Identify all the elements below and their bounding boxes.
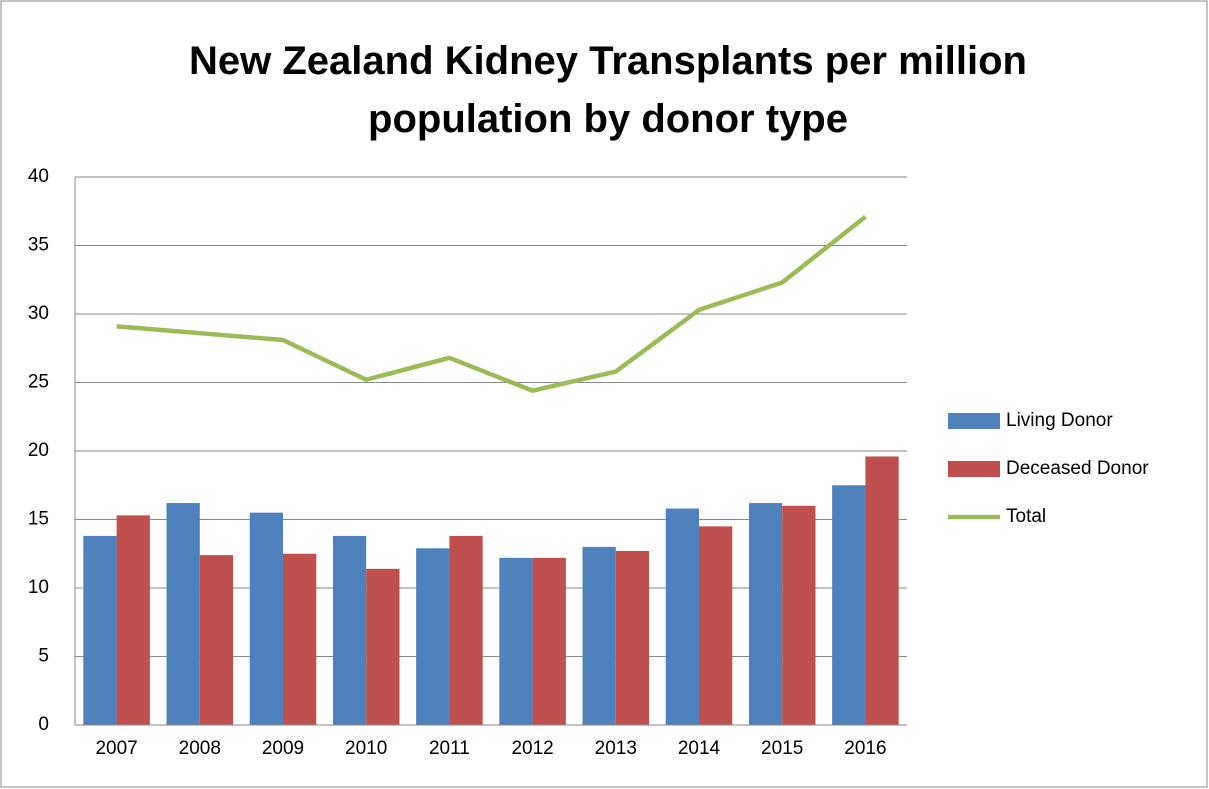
legend-label: Total [1006, 506, 1046, 527]
bar [332, 535, 367, 725]
bar [199, 555, 234, 725]
chart-title: New Zealand Kidney Transplants per milli… [189, 39, 1027, 141]
legend-swatch [948, 413, 1000, 429]
bar [532, 557, 566, 725]
y-tick-label: 35 [28, 235, 49, 256]
bar [832, 485, 866, 725]
y-tick-label: 5 [38, 646, 49, 667]
legend-swatch [948, 461, 1000, 477]
y-tick-label: 30 [28, 303, 49, 324]
bar [699, 526, 733, 725]
bar [166, 503, 200, 725]
bar [283, 553, 317, 725]
line-series [116, 214, 867, 393]
x-tick-label: 2007 [95, 738, 137, 759]
x-tick-label: 2008 [179, 738, 221, 759]
x-tick-label: 2016 [844, 738, 886, 759]
y-tick-label: 10 [28, 577, 49, 598]
y-tick-label: 40 [28, 166, 49, 187]
x-tick-label: 2012 [511, 738, 553, 759]
bar [366, 568, 400, 725]
x-tick-label: 2009 [262, 738, 304, 759]
bar [116, 515, 150, 725]
x-tick-label: 2014 [678, 738, 721, 759]
y-tick-label: 25 [28, 372, 49, 393]
bar [665, 508, 699, 725]
legend-label: Living Donor [1006, 410, 1113, 431]
bar [499, 557, 533, 725]
bar [782, 505, 816, 725]
bar [615, 551, 650, 725]
bar [416, 548, 450, 725]
legend-label: Deceased Donor [1006, 458, 1149, 479]
x-tick-label: 2010 [345, 738, 387, 759]
y-tick-label: 0 [38, 714, 49, 735]
bar [249, 512, 283, 725]
x-tick-label: 2013 [595, 738, 637, 759]
bar [449, 535, 483, 725]
x-tick-label: 2015 [761, 738, 803, 759]
bar [748, 503, 783, 725]
x-tick-label: 2011 [429, 738, 470, 759]
bar [865, 456, 899, 725]
bar [83, 535, 117, 725]
y-tick-label: 15 [28, 509, 49, 530]
bar [582, 546, 616, 725]
y-tick-label: 20 [28, 440, 49, 461]
